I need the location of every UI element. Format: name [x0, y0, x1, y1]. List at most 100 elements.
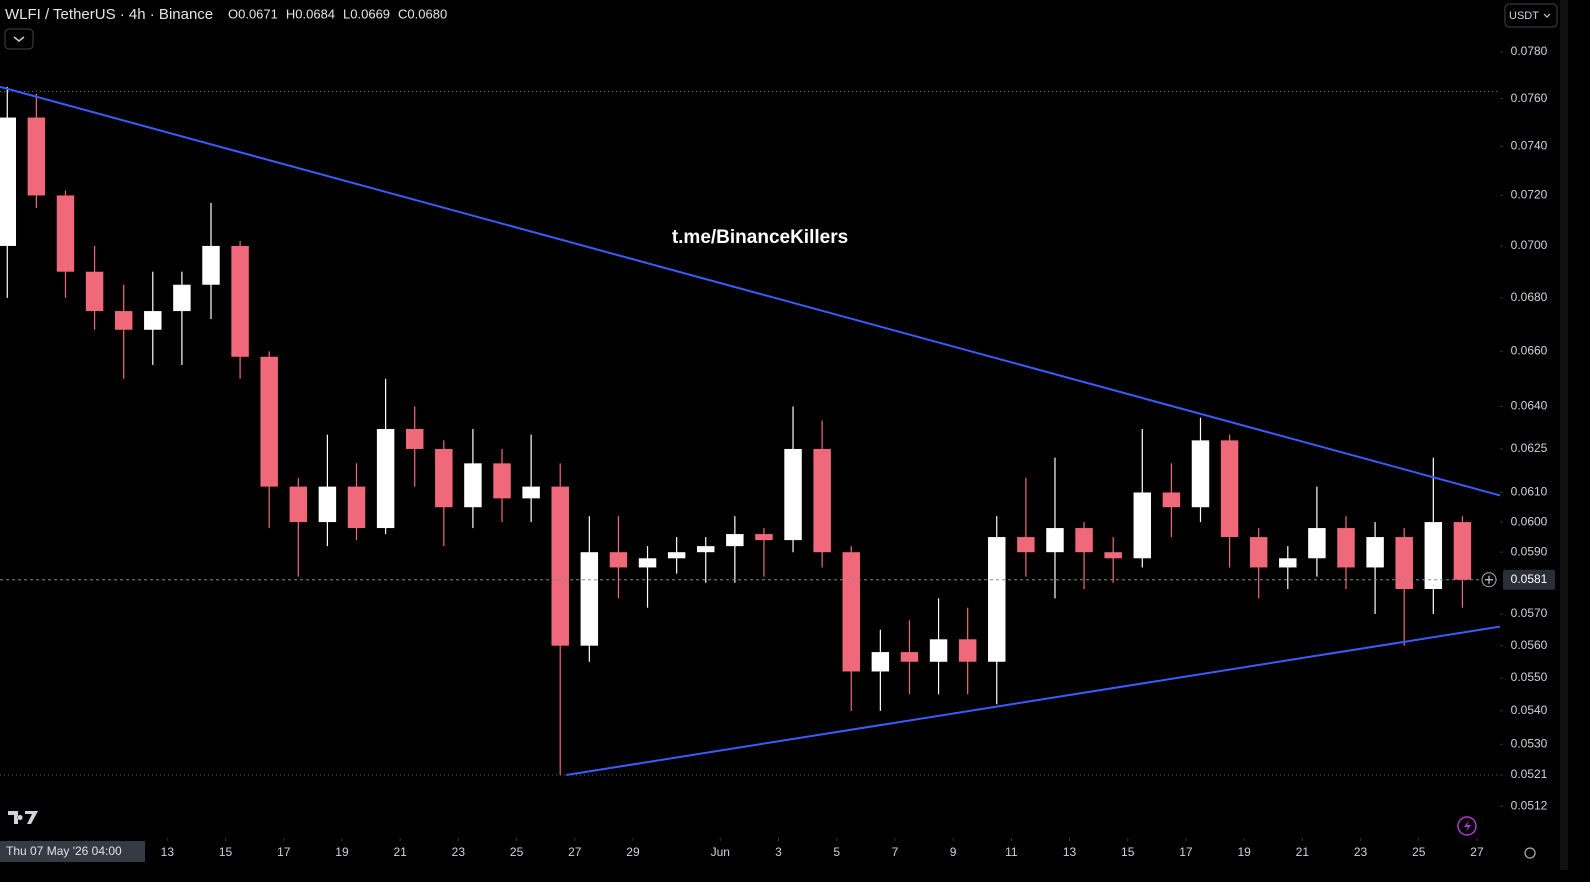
last-price-label: 0.0581	[1511, 572, 1548, 586]
currency-button[interactable]	[1504, 3, 1558, 28]
y-tick-label: 0.0560	[1511, 638, 1548, 652]
candle-body	[173, 284, 191, 312]
candle-body	[958, 639, 977, 662]
x-tick-label: 7	[892, 845, 899, 859]
candle-body	[871, 652, 890, 672]
x-tick-label: 19	[1237, 845, 1251, 859]
candle-body	[144, 311, 162, 330]
last-price-box	[1503, 569, 1555, 590]
x-tick-label: 27	[1470, 845, 1484, 859]
chart-title: WLFI / TetherUS · 4h · Binance	[5, 6, 213, 23]
y-tick-label: 0.0530	[1511, 737, 1548, 751]
crosshair-date-box	[0, 841, 145, 862]
candle-body	[1017, 537, 1035, 553]
x-tick-label: 15	[1121, 845, 1135, 859]
candle-body	[1162, 492, 1181, 508]
y-tick-label: 0.0610	[1511, 485, 1548, 499]
candle-body	[697, 546, 715, 553]
candle-body	[0, 117, 17, 246]
candle-body	[56, 195, 75, 272]
trendline	[0, 85, 1501, 497]
x-tick-label: 17	[1179, 845, 1193, 859]
candle-body	[376, 429, 395, 529]
y-tick-label: 0.0521	[1511, 767, 1548, 781]
y-tick-label: 0.0640	[1511, 399, 1548, 413]
candle-body	[347, 486, 366, 529]
y-tick-label: 0.0590	[1511, 544, 1548, 558]
candle-body	[609, 552, 628, 568]
candle-body	[1104, 552, 1122, 559]
y-tick-label: 0.0680	[1511, 290, 1548, 304]
x-tick-label: 23	[1354, 845, 1368, 859]
alert-icon[interactable]	[1457, 816, 1477, 836]
candle-body	[260, 356, 278, 487]
candle-body	[405, 429, 424, 449]
x-tick-label: 13	[161, 845, 175, 859]
x-tick-label: 27	[568, 845, 582, 859]
trendline	[566, 625, 1501, 776]
candle-body	[85, 271, 104, 312]
y-tick-label: 0.0740	[1511, 139, 1548, 153]
candle-body	[1279, 558, 1297, 568]
ohlc-value: O0.0671	[228, 6, 278, 21]
time-axis	[0, 838, 1502, 870]
candle-body	[842, 552, 860, 672]
ohlc-value: H0.0684	[286, 6, 335, 21]
candle-body	[318, 486, 337, 523]
x-tick-label: 9	[950, 845, 957, 859]
y-tick-label: 0.0570	[1511, 606, 1548, 620]
x-tick-label: 21	[1296, 845, 1310, 859]
candle-body	[1366, 537, 1384, 568]
x-tick-label: 23	[452, 845, 466, 859]
y-tick-label: 0.0660	[1511, 344, 1548, 358]
candle-body	[1337, 528, 1355, 568]
candle-body	[493, 463, 511, 499]
x-tick-label: 19	[335, 845, 349, 859]
ohlc-header: O0.0671 H0.0684 L0.0669 C0.0680	[228, 6, 447, 21]
candle-body	[755, 534, 773, 541]
x-tick-label: 17	[277, 845, 291, 859]
y-tick-label: 0.0600	[1511, 514, 1548, 528]
x-tick-label: 29	[626, 845, 640, 859]
candle-body	[1220, 440, 1239, 538]
candle-body	[988, 537, 1006, 662]
y-tick-label: 0.0625	[1511, 441, 1548, 455]
x-tick-label: 5	[833, 845, 840, 859]
y-tick-label: 0.0512	[1511, 798, 1548, 812]
candle-body	[551, 486, 569, 646]
plot-area	[0, 85, 1501, 776]
x-tick-label: 13	[1063, 845, 1077, 859]
candle-body	[929, 639, 948, 662]
y-tick-label: 0.0540	[1511, 703, 1548, 717]
candle-body	[435, 448, 453, 508]
x-tick-label: 11	[1005, 845, 1018, 859]
candle-body	[784, 448, 802, 541]
candle-body	[464, 463, 482, 508]
x-tick-label: 25	[510, 845, 524, 859]
y-tick-label: 0.0700	[1511, 238, 1548, 252]
bolt-icon	[1464, 820, 1471, 832]
candle-body	[1249, 537, 1268, 568]
plus-icon	[1485, 575, 1493, 584]
scrollbar	[1560, 0, 1568, 870]
ohlc-value: L0.0669	[343, 6, 390, 21]
candle-body	[522, 486, 540, 499]
candle-body	[580, 552, 599, 646]
candle-body	[202, 245, 220, 285]
x-tick-label: 21	[393, 845, 407, 859]
candle-body	[1133, 492, 1152, 559]
watermark: t.me/BinanceKillers	[672, 227, 848, 248]
candle-body	[114, 311, 133, 330]
y-tick-label: 0.0550	[1511, 670, 1548, 684]
x-tick-label: 25	[1412, 845, 1426, 859]
currency-label: USDT	[1509, 10, 1539, 22]
candle-body	[1046, 528, 1064, 553]
ohlc-value: C0.0680	[398, 6, 447, 21]
y-tick-label: 0.0720	[1511, 188, 1548, 202]
collapse-button[interactable]	[4, 28, 34, 50]
settings-icon[interactable]	[1524, 847, 1536, 859]
candle-body	[27, 117, 46, 196]
x-tick-label: 3	[775, 845, 782, 859]
x-tick-label: Jun	[711, 845, 730, 859]
